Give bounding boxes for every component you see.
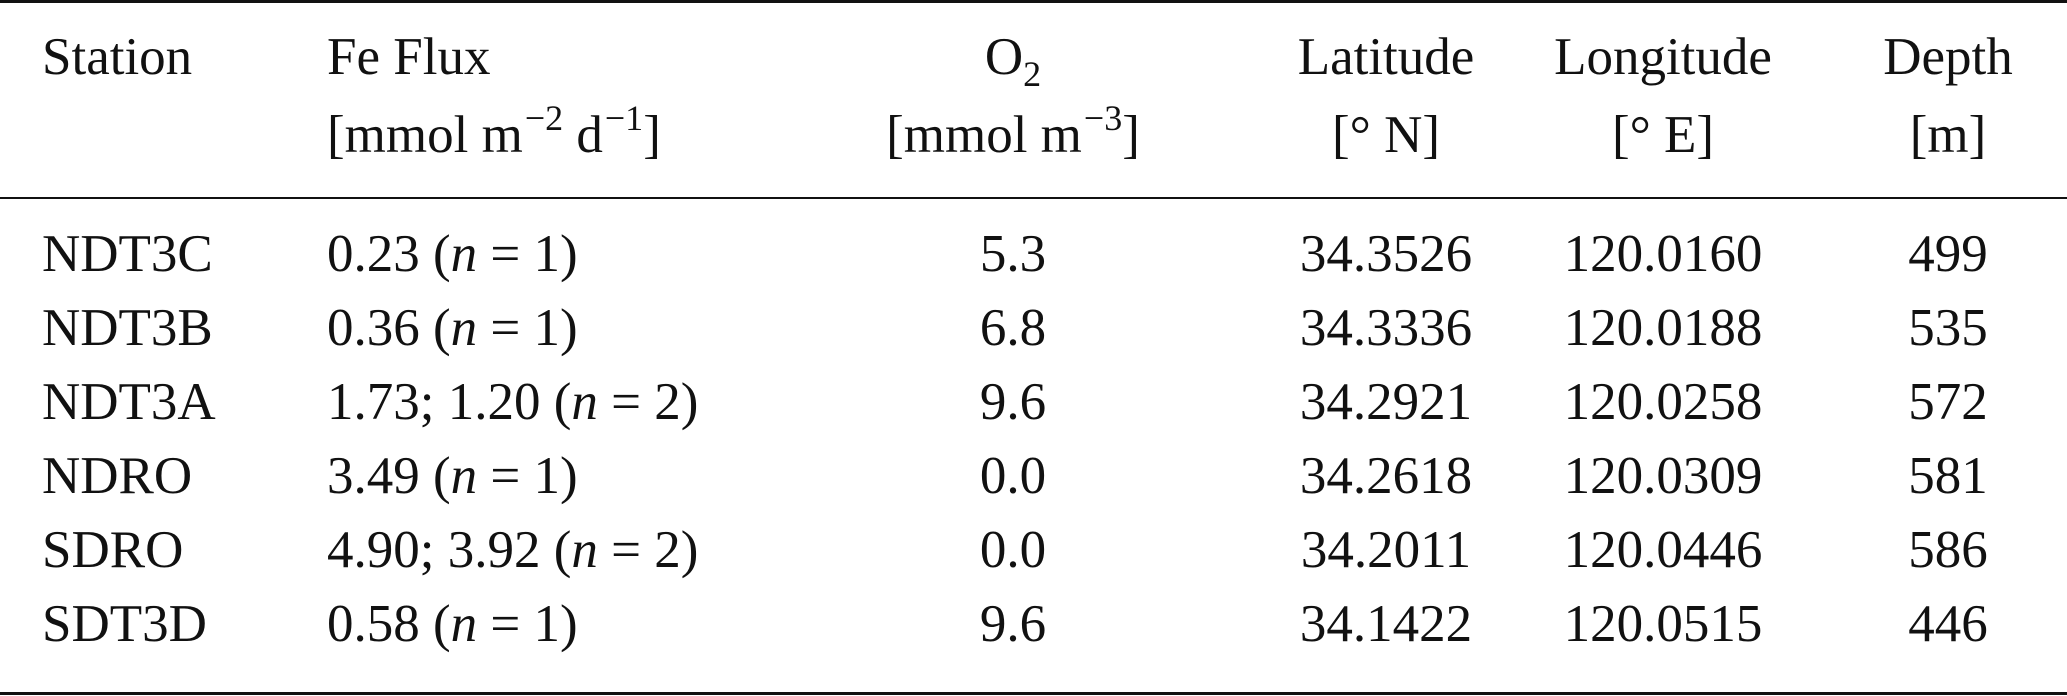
cell-depth: 535 bbox=[1908, 299, 1988, 357]
header-o2-unit: [mmol m−3] bbox=[886, 98, 1140, 164]
header-depth-unit: [m] bbox=[1909, 106, 1987, 164]
cell-depth: 572 bbox=[1908, 373, 1988, 431]
header-latitude-unit: [° N] bbox=[1331, 106, 1441, 164]
cell-latitude: 34.2921 bbox=[1299, 373, 1473, 431]
cell-longitude: 120.0160 bbox=[1563, 225, 1763, 283]
cell-o2: 5.3 bbox=[979, 225, 1047, 283]
cell-depth: 586 bbox=[1908, 521, 1988, 579]
cell-latitude: 34.2618 bbox=[1299, 447, 1473, 505]
cell-o2: 0.0 bbox=[979, 447, 1047, 505]
cell-station: NDT3B bbox=[42, 299, 213, 357]
cell-fe-flux: 0.36 (n = 1) bbox=[327, 299, 578, 357]
cell-o2: 6.8 bbox=[979, 299, 1047, 357]
cell-depth: 499 bbox=[1908, 225, 1988, 283]
cell-fe-flux: 1.73; 1.20 (n = 2) bbox=[327, 373, 699, 431]
cell-longitude: 120.0188 bbox=[1563, 299, 1763, 357]
cell-depth: 446 bbox=[1908, 595, 1988, 653]
cell-o2: 9.6 bbox=[979, 595, 1047, 653]
cell-station: NDT3A bbox=[42, 373, 216, 431]
cell-fe-flux: 0.58 (n = 1) bbox=[327, 595, 578, 653]
header-longitude-unit: [° E] bbox=[1611, 106, 1715, 164]
header-fe-flux-unit: [mmol m−2 d−1] bbox=[327, 98, 661, 164]
cell-station: SDRO bbox=[42, 521, 184, 579]
cell-station: SDT3D bbox=[42, 595, 207, 653]
table-top-rule bbox=[0, 0, 2067, 3]
cell-latitude: 34.1422 bbox=[1299, 595, 1473, 653]
cell-o2: 9.6 bbox=[979, 373, 1047, 431]
cell-latitude: 34.3336 bbox=[1299, 299, 1473, 357]
header-depth: Depth bbox=[1883, 28, 2013, 86]
header-latitude: Latitude bbox=[1297, 28, 1475, 86]
cell-latitude: 34.3526 bbox=[1299, 225, 1473, 283]
cell-station: NDT3C bbox=[42, 225, 213, 283]
table-header-rule bbox=[0, 197, 2067, 199]
header-longitude: Longitude bbox=[1554, 28, 1772, 86]
cell-fe-flux: 0.23 (n = 1) bbox=[327, 225, 578, 283]
cell-o2: 0.0 bbox=[979, 521, 1047, 579]
cell-station: NDRO bbox=[42, 447, 193, 505]
header-fe-flux: Fe Flux bbox=[327, 28, 491, 86]
header-o2: O2 bbox=[984, 28, 1042, 94]
cell-longitude: 120.0515 bbox=[1563, 595, 1763, 653]
cell-longitude: 120.0309 bbox=[1563, 447, 1763, 505]
header-station: Station bbox=[42, 28, 193, 86]
cell-longitude: 120.0446 bbox=[1563, 521, 1763, 579]
cell-longitude: 120.0258 bbox=[1563, 373, 1763, 431]
cell-fe-flux: 3.49 (n = 1) bbox=[327, 447, 578, 505]
cell-latitude: 34.2011 bbox=[1300, 521, 1472, 579]
table-bottom-rule bbox=[0, 692, 2067, 695]
cell-fe-flux: 4.90; 3.92 (n = 2) bbox=[327, 521, 699, 579]
cell-depth: 581 bbox=[1908, 447, 1988, 505]
